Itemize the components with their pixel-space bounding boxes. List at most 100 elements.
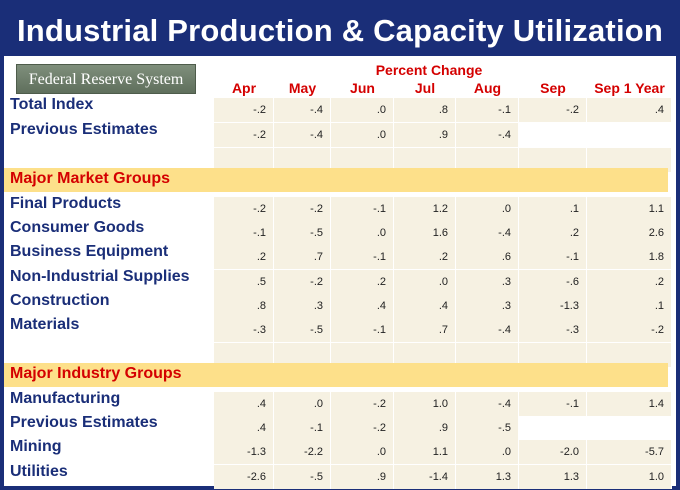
table-cell [456, 270, 519, 294]
cell-value: -.1 [498, 104, 511, 116]
table-cell [331, 98, 394, 122]
table-cell [519, 123, 587, 147]
percent-change-label: Percent Change [375, 62, 483, 78]
column-header: Sep [540, 80, 566, 96]
row-label: Final Products [10, 195, 122, 212]
table-cell [519, 416, 587, 440]
cell-value: -.4 [310, 129, 323, 141]
row-label: Mining [10, 438, 62, 455]
cell-value: -2.0 [560, 446, 579, 458]
cell-value: .0 [313, 398, 323, 410]
cell-value: -.4 [498, 398, 511, 410]
table-cell [587, 98, 672, 122]
cell-value: .4 [376, 300, 386, 312]
column-header: Aug [473, 80, 502, 96]
cell-value: .4 [438, 300, 448, 312]
table-cell [214, 123, 274, 147]
cell-value: .0 [376, 104, 386, 116]
row-label: Previous Estimates [10, 121, 158, 138]
cell-value: -.2 [253, 203, 266, 215]
cell-value: 1.1 [432, 446, 448, 458]
column-header: Jul [414, 80, 436, 96]
table-cell [394, 416, 456, 440]
table-cell [587, 123, 672, 147]
table-cell [331, 416, 394, 440]
cell-value: .9 [438, 129, 448, 141]
table-cell [331, 294, 394, 318]
cell-value: .2 [256, 251, 266, 263]
cell-value: .3 [313, 300, 323, 312]
cell-value: -1.3 [247, 446, 266, 458]
table-cell [214, 98, 274, 122]
cell-value: .4 [654, 104, 664, 116]
cell-value: .0 [376, 446, 386, 458]
cell-value: .8 [438, 104, 448, 116]
cell-value: -2.2 [304, 446, 323, 458]
cell-value: 1.3 [495, 471, 511, 483]
table-cell [587, 197, 672, 221]
table-cell [456, 465, 519, 489]
cell-value: -.5 [310, 227, 323, 239]
table-cell [274, 294, 331, 318]
cell-value: .2 [376, 276, 386, 288]
cell-value: -.4 [498, 324, 511, 336]
table-cell [587, 318, 672, 342]
table-cell [587, 270, 672, 294]
table-cell [519, 392, 587, 416]
cell-value: -.2 [373, 398, 386, 410]
table-cell [587, 440, 672, 464]
table-cell [456, 197, 519, 221]
cell-value: -.1 [566, 251, 579, 263]
cell-value: .2 [654, 276, 664, 288]
table-cell [274, 245, 331, 269]
cell-value: .1 [654, 300, 664, 312]
cell-value: -1.3 [560, 300, 579, 312]
table-cell [456, 221, 519, 245]
table-cell [456, 98, 519, 122]
table-cell [331, 270, 394, 294]
table-cell [456, 392, 519, 416]
cell-value: 1.6 [432, 227, 448, 239]
table-cell [274, 392, 331, 416]
column-header: Sep 1 Year [594, 80, 665, 96]
group-header: Major Market Groups [4, 168, 668, 192]
cell-value: .3 [501, 300, 511, 312]
cell-value: -.2 [373, 422, 386, 434]
table-cell [331, 197, 394, 221]
table-cell [587, 392, 672, 416]
cell-value: -.3 [253, 324, 266, 336]
table-cell [274, 123, 331, 147]
cell-value: 1.0 [648, 471, 664, 483]
cell-value: 1.4 [648, 398, 664, 410]
table-cell [214, 416, 274, 440]
table-cell [274, 318, 331, 342]
table-cell [456, 416, 519, 440]
table-cell [394, 294, 456, 318]
cell-value: .6 [501, 251, 511, 263]
column-header: Jun [350, 80, 375, 96]
table-cell [214, 197, 274, 221]
table-cell [456, 123, 519, 147]
cell-value: .0 [376, 129, 386, 141]
cell-value: -.1 [253, 227, 266, 239]
table-cell [274, 98, 331, 122]
table-cell [274, 465, 331, 489]
table-cell [519, 245, 587, 269]
table-cell [456, 245, 519, 269]
table-cell [214, 270, 274, 294]
table-cell [519, 221, 587, 245]
cell-value: -.5 [498, 422, 511, 434]
cell-value: .5 [256, 276, 266, 288]
table-cell [394, 465, 456, 489]
cell-value: 1.8 [648, 251, 664, 263]
cell-value: .4 [256, 422, 266, 434]
table-cell [587, 294, 672, 318]
table-cell [214, 294, 274, 318]
table-cell [274, 416, 331, 440]
row-label: Business Equipment [10, 243, 169, 260]
cell-value: -1.4 [429, 471, 448, 483]
cell-value: .8 [256, 300, 266, 312]
table-cell [394, 392, 456, 416]
cell-value: -.3 [566, 324, 579, 336]
table-cell [331, 392, 394, 416]
